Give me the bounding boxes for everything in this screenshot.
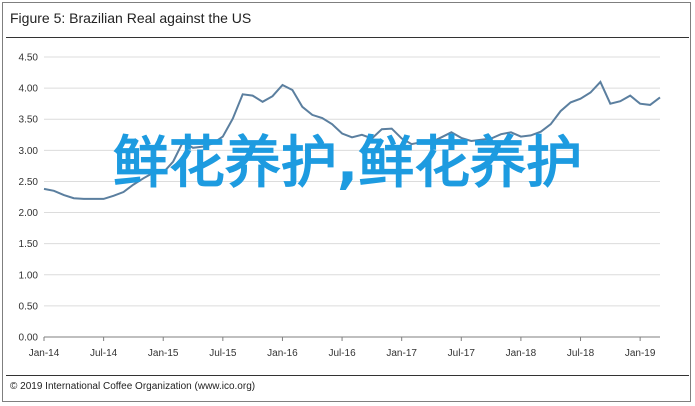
y-tick-label: 1.50 <box>19 239 39 250</box>
x-tick-label: Jul-16 <box>328 348 356 359</box>
overlay-watermark-text: 鲜花养护,鲜花养护 <box>112 131 583 196</box>
source-note: © 2019 International Coffee Organization… <box>10 381 256 392</box>
y-tick-label: 0.50 <box>19 301 39 312</box>
x-tick-label: Jan-15 <box>148 348 179 359</box>
figure-frame <box>2 2 691 402</box>
x-tick-label: Jan-17 <box>386 348 417 359</box>
x-tick-label: Jan-19 <box>625 348 656 359</box>
x-tick-label: Jul-17 <box>448 348 476 359</box>
grid-lines <box>44 56 660 307</box>
x-tick-label: Jul-15 <box>209 348 237 359</box>
y-tick-label: 3.50 <box>19 115 39 126</box>
y-tick-label: 4.00 <box>19 84 39 95</box>
title-divider <box>6 37 689 38</box>
source-divider <box>6 375 689 376</box>
x-axis-ticks: Jan-14 Jul-14 Jan-15 Jul-15 Jan-16 Jul-16 Jan-… <box>29 337 656 359</box>
x-tick-label: Jan-18 <box>506 348 537 359</box>
y-tick-label: 1.00 <box>19 270 39 281</box>
y-tick-label: 4.50 <box>19 53 39 64</box>
y-tick-label: 2.00 <box>19 208 39 219</box>
y-tick-label: 2.50 <box>19 177 39 188</box>
x-tick-label: Jan-16 <box>267 348 298 359</box>
x-tick-label: Jul-18 <box>567 348 595 359</box>
chart-title: Figure 5: Brazilian Real against the US <box>10 10 252 26</box>
y-axis-ticks: 0.00 0.50 1.00 1.50 2.00 2.50 3.00 3.50 4.00 4.50 <box>19 53 39 344</box>
y-tick-label: 3.00 <box>19 146 39 157</box>
series-line <box>43 80 661 200</box>
y-tick-label: 0.00 <box>19 333 39 344</box>
x-tick-label: Jul-14 <box>90 348 118 359</box>
x-tick-label: Jan-14 <box>29 348 60 359</box>
